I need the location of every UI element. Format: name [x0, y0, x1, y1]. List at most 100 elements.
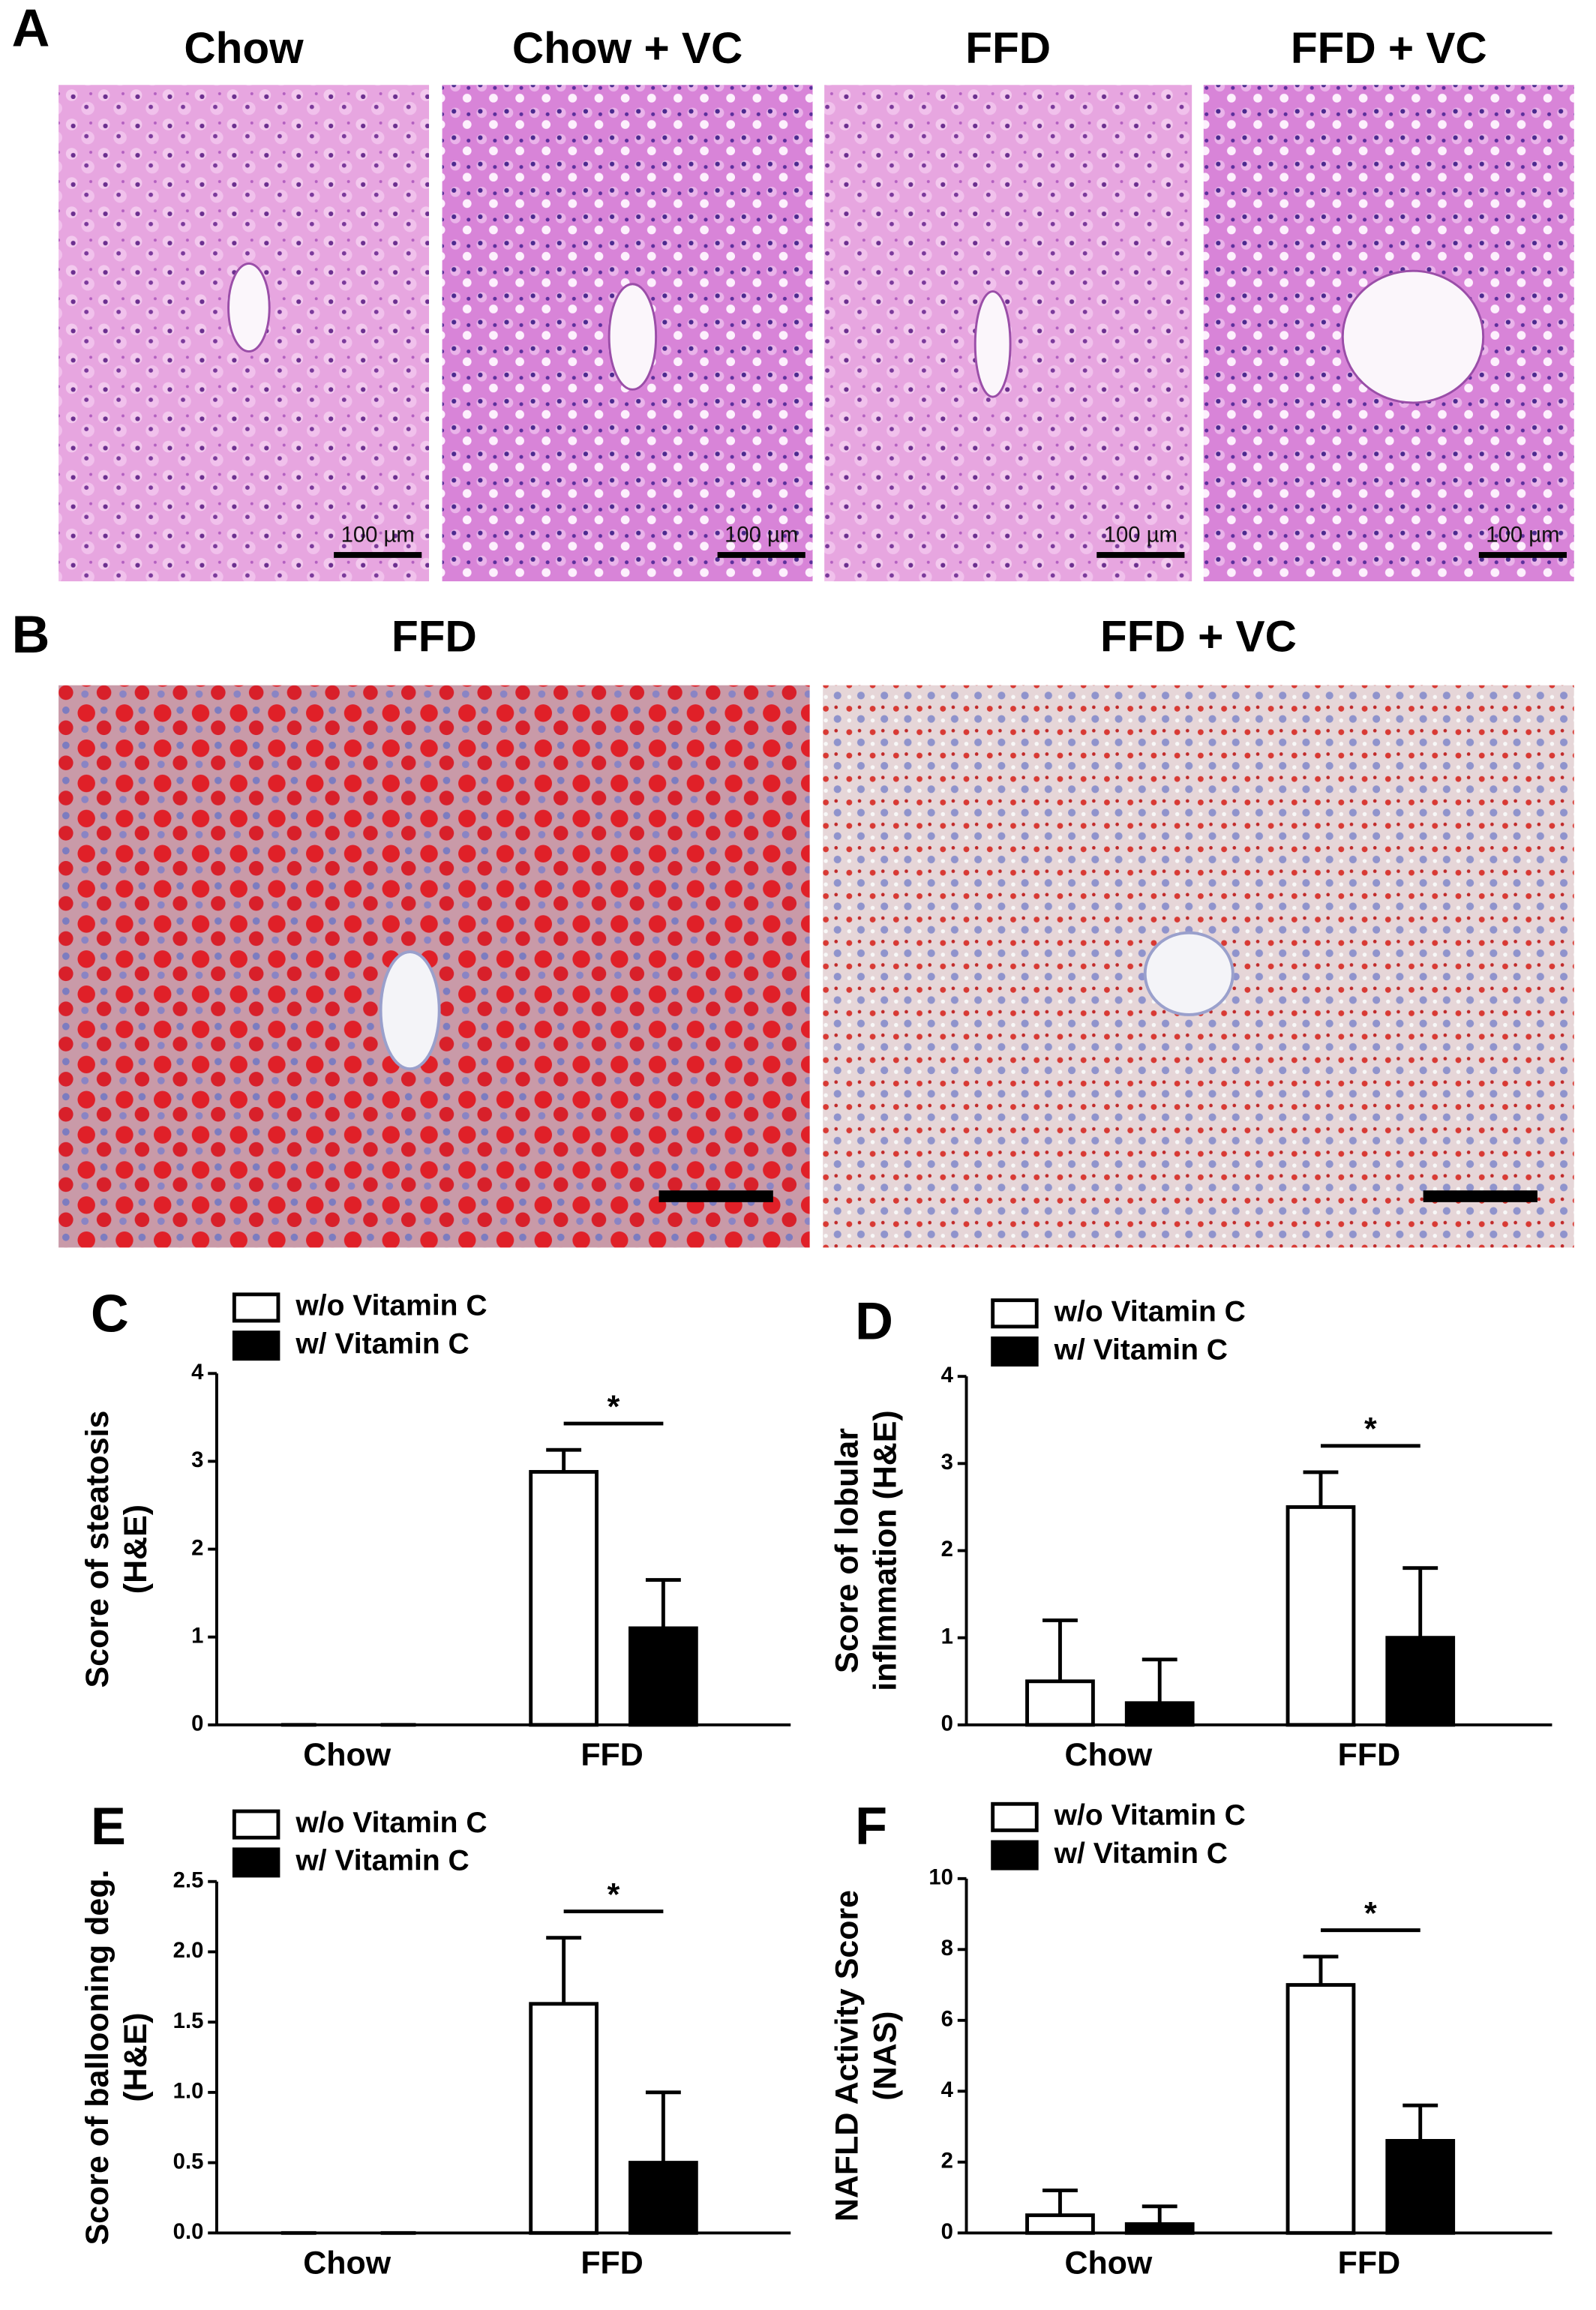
y-tick-label: 2: [941, 1537, 953, 1562]
scale-bar-label: 100 µm: [1104, 522, 1178, 547]
chart: D Score of lobular inflmmation (H&E) 0 1 2 3 4 C…: [830, 1291, 1552, 1773]
scale-bar: [1423, 1190, 1538, 1202]
vessel: [608, 283, 658, 391]
micrograph: [58, 685, 810, 1248]
panel-title: FFD + VC: [1100, 613, 1297, 662]
chart: F NAFLD Activity Score (NAS) 0 2 4 6 8 10 Chow FFD…: [830, 1796, 1552, 2282]
panel-label: C: [91, 1284, 129, 1343]
legend-label: w/o Vitamin C: [295, 1807, 487, 1839]
scale-bar: [717, 552, 806, 558]
panel-title: Chow: [184, 24, 304, 73]
vessel: [1341, 269, 1485, 404]
x-tick-label: Chow: [1064, 1737, 1152, 1773]
scale-bar: [1478, 552, 1567, 558]
legend-swatch: [232, 1292, 280, 1323]
bar: [529, 1470, 598, 1727]
bar: [1286, 1504, 1356, 1727]
bar: [1286, 1983, 1356, 2235]
legend-label: w/ Vitamin C: [295, 1328, 469, 1360]
legend-label: w/ Vitamin C: [1054, 1838, 1228, 1870]
y-tick-label: 10: [928, 1865, 953, 1890]
scale-bar: [658, 1190, 773, 1202]
y-axis-label: Score of ballooning deg.: [80, 1870, 116, 2246]
legend-label: w/o Vitamin C: [1054, 1296, 1246, 1328]
x-tick-label: FFD: [1338, 1737, 1400, 1773]
bar: [628, 1626, 698, 1727]
legend-label: w/o Vitamin C: [1054, 1799, 1246, 1832]
panel-label: B: [12, 604, 50, 664]
vessel: [379, 950, 441, 1071]
panel-title: FFD: [965, 24, 1051, 73]
bar: [1025, 1679, 1095, 1727]
y-axis-label: NAFLD Activity Score: [830, 1890, 866, 2222]
y-tick-label: 1.5: [173, 2008, 204, 2033]
scale-bar: [1096, 552, 1185, 558]
bar: [1025, 2213, 1095, 2235]
y-axis-label: inflmmation (H&E): [867, 1410, 903, 1691]
y-axis-label: Score of lobular: [830, 1428, 866, 1673]
y-tick-label: 3: [191, 1448, 203, 1472]
bar: [1124, 2222, 1195, 2235]
y-tick-label: 6: [941, 2007, 953, 2032]
panel-title: Chow + VC: [512, 24, 742, 73]
y-tick-label: 2: [941, 2149, 953, 2174]
y-tick-label: 1.0: [173, 2079, 204, 2104]
legend-label: w/o Vitamin C: [295, 1290, 487, 1322]
y-tick-label: 2.5: [173, 1868, 204, 1892]
significance-label: *: [1364, 1412, 1377, 1448]
panel-label: E: [91, 1796, 126, 1856]
panel-title: FFD: [392, 613, 477, 662]
panel-title: FFD + VC: [1291, 24, 1487, 73]
legend-swatch: [232, 1847, 280, 1878]
legend-swatch: [991, 1298, 1039, 1329]
y-tick-label: 2.0: [173, 1938, 204, 1963]
legend-swatch: [232, 1330, 280, 1361]
scale-bar-label: 100 µm: [341, 522, 415, 547]
y-axis-label: (H&E): [118, 1504, 154, 1594]
panel-label: F: [855, 1796, 887, 1856]
legend-label: w/ Vitamin C: [1054, 1334, 1228, 1366]
y-tick-label: 0: [191, 1712, 203, 1736]
bar: [628, 2161, 698, 2235]
y-tick-label: 0: [941, 1712, 953, 1736]
x-tick-label: FFD: [1338, 2246, 1400, 2282]
significance-label: *: [608, 1389, 620, 1425]
chart: C Score of steatosis (H&E) 0 1 2 3 4 Chow FFD w/o …: [80, 1284, 791, 1773]
y-tick-label: 4: [941, 1363, 954, 1388]
legend-swatch: [991, 1336, 1039, 1367]
x-tick-label: FFD: [580, 2246, 643, 2282]
x-tick-label: Chow: [303, 1737, 391, 1773]
y-tick-label: 0: [941, 2219, 953, 2244]
panel-label: D: [855, 1291, 893, 1350]
scale-bar-label: 100 µm: [724, 522, 798, 547]
y-axis-label: (NAS): [867, 2011, 903, 2100]
y-tick-label: 8: [941, 1936, 953, 1960]
y-tick-label: 0.5: [173, 2149, 204, 2174]
bar: [1385, 2138, 1456, 2235]
y-tick-label: 3: [941, 1450, 953, 1474]
bar: [529, 2002, 598, 2235]
panel-label: A: [12, 0, 50, 58]
vessel: [1143, 931, 1234, 1016]
y-tick-label: 0.0: [173, 2219, 204, 2244]
vessel: [227, 262, 271, 353]
legend-swatch: [991, 1802, 1039, 1832]
vessel: [974, 290, 1012, 398]
x-tick-label: Chow: [1064, 2246, 1152, 2282]
x-tick-label: FFD: [580, 1737, 643, 1773]
y-axis-label: (H&E): [118, 2012, 154, 2102]
bar: [1385, 1636, 1456, 1727]
scale-bar-label: 100 µm: [1486, 522, 1559, 547]
chart: E Score of ballooning deg. (H&E) 0.0 0.5 1.0 1…: [80, 1796, 791, 2282]
scale-bar: [334, 552, 422, 558]
y-tick-label: 4: [191, 1360, 204, 1384]
y-tick-label: 1: [941, 1624, 953, 1648]
y-tick-label: 1: [191, 1623, 203, 1648]
legend-swatch: [991, 1840, 1039, 1870]
significance-label: *: [608, 1876, 620, 1912]
y-tick-label: 2: [191, 1535, 203, 1560]
bar: [1124, 1701, 1195, 1727]
legend-label: w/ Vitamin C: [295, 1845, 469, 1877]
